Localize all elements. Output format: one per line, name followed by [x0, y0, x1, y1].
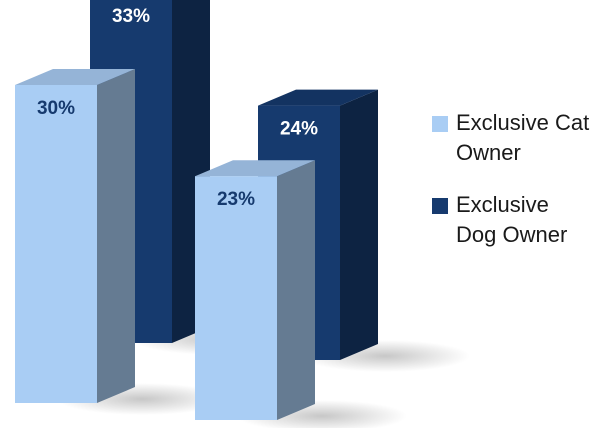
bar-cat-2-side: [277, 160, 315, 420]
bars-group: [15, 0, 378, 420]
bar-dog-2-side: [340, 89, 378, 360]
bar-cat-2-top: [195, 160, 315, 177]
legend-swatch-dog: [432, 198, 448, 214]
legend-label-cat-line2: Owner: [456, 140, 521, 165]
legend-label-dog-line2: Dog Owner: [456, 222, 568, 247]
data-labels-group: 33% 24% 30% 23%: [37, 6, 318, 210]
legend-item-dog: Exclusive Dog Owner: [432, 190, 600, 250]
bar-cat-2: [195, 160, 315, 420]
bar-cat-1-label: 30%: [37, 98, 75, 119]
legend-swatch-cat: [432, 116, 448, 132]
bar-dog-2-top: [258, 89, 378, 106]
bar-cat-1-top: [15, 69, 135, 85]
bar-dog-2-label: 24%: [280, 119, 318, 140]
legend-label-dog-line1: Exclusive: [456, 192, 549, 217]
legend: Exclusive Cat Owner Exclusive Dog Owner: [432, 108, 600, 272]
bar-cat-1-front: [15, 85, 97, 403]
legend-item-cat: Exclusive Cat Owner: [432, 108, 600, 168]
bar-cat-1-side: [97, 69, 135, 403]
bar-cat-1: [15, 69, 135, 403]
bar-cat-2-label: 23%: [217, 189, 255, 210]
bar-cat-2-front: [195, 176, 277, 420]
legend-label-cat-line1: Exclusive Cat: [456, 110, 590, 135]
bar-dog-1-label: 33%: [112, 6, 150, 27]
